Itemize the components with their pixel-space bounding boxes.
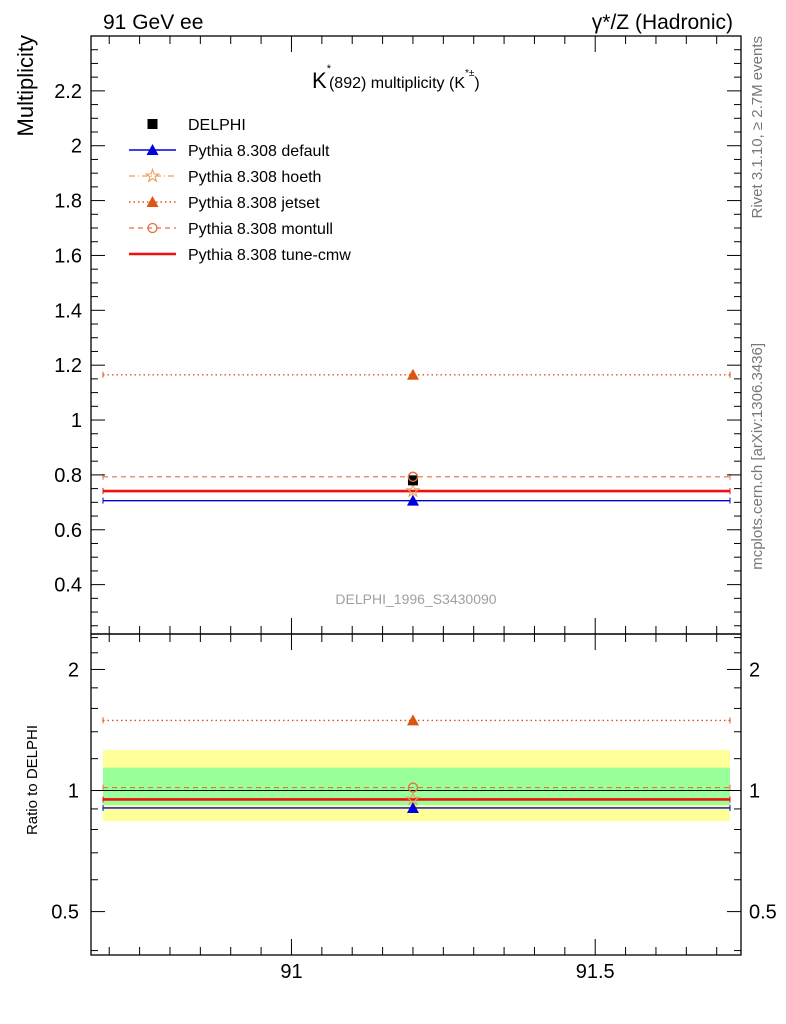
header-left: 91 GeV ee <box>103 11 203 34</box>
title-paren: (892) multiplicity (K <box>329 75 465 92</box>
ratio-ytick-label-right: 1 <box>749 781 760 803</box>
rivet-label: Rivet 3.1.10, ≥ 2.7M events <box>749 36 766 219</box>
ratio-xtick-label: 91 <box>280 961 302 983</box>
main-ytick-label: 1.8 <box>54 191 82 213</box>
ratio-ytick-label: 1 <box>68 781 79 803</box>
ratio-frame <box>90 633 742 956</box>
main-ytick-label: 1.6 <box>54 245 82 267</box>
legend-marker-montull <box>147 222 158 234</box>
main-point-jetset <box>406 368 419 380</box>
main-point-hoeth <box>405 482 421 498</box>
watermark: DELPHI_1996_S3430090 <box>335 591 496 607</box>
main-plot: 0.4 0.6 0.8 1 1.2 1.4 1.6 1.8 2 2.2 <box>54 35 742 635</box>
main-ytick-label: 0.6 <box>54 520 82 542</box>
main-ytick-label: 2.2 <box>54 81 82 103</box>
ratio-ylabel: Ratio to DELPHI <box>24 725 41 835</box>
main-ytick-label: 0.8 <box>54 465 82 487</box>
legend-marker-default <box>146 144 159 155</box>
legend-marker-delphi <box>147 119 158 129</box>
mcplots-label: mcplots.cern.ch [arXiv:1306.3436] <box>749 343 766 570</box>
title-k: K <box>312 68 327 93</box>
ratio-ytick-label-right: 0.5 <box>749 902 777 924</box>
legend-label-default: Pythia 8.308 default <box>188 143 330 160</box>
main-point-montull-overlay <box>407 471 419 482</box>
title-sup: *± <box>465 68 475 79</box>
legend-marker-jetset <box>146 196 159 207</box>
main-ytick-label: 0.4 <box>54 575 82 597</box>
chart-title: K* (892) multiplicity (K*±) <box>312 63 480 93</box>
main-ytick-label: 1 <box>71 410 82 432</box>
main-point-default <box>406 494 419 506</box>
ratio-ytick-label: 0.5 <box>51 902 79 924</box>
ratio-point-hoeth <box>405 791 421 806</box>
main-ytick-label: 1.2 <box>54 355 82 377</box>
main-ytick-label: 1.4 <box>54 300 82 322</box>
main-point-delphi <box>407 475 418 486</box>
title-close: ) <box>474 75 479 92</box>
main-ylabel: Multiplicity <box>13 35 38 136</box>
legend-label-jetset: Pythia 8.308 jetset <box>188 195 320 212</box>
legend-label-tunecmw: Pythia 8.308 tune-cmw <box>188 247 351 264</box>
legend: DELPHI Pythia 8.308 default Pythia 8.308 h… <box>129 117 351 264</box>
main-ytick-label: 2 <box>71 136 82 158</box>
legend-label-hoeth: Pythia 8.308 hoeth <box>188 169 321 186</box>
ratio-point-jetset <box>406 714 419 726</box>
title-star: * <box>327 63 332 75</box>
ratio-ytick-label: 2 <box>68 659 79 681</box>
ratio-ytick-label-right: 2 <box>749 659 760 681</box>
header-right: γ*/Z (Hadronic) <box>592 11 733 34</box>
legend-marker-hoeth <box>144 167 161 183</box>
ratio-plot: 91 91.5 0.5 0.5 1 1 2 2 <box>51 633 777 983</box>
ratio-point-default <box>406 801 419 813</box>
legend-label-delphi: DELPHI <box>188 117 246 134</box>
legend-label-montull: Pythia 8.308 montull <box>188 221 333 238</box>
ratio-xtick-label: 91.5 <box>576 961 615 983</box>
